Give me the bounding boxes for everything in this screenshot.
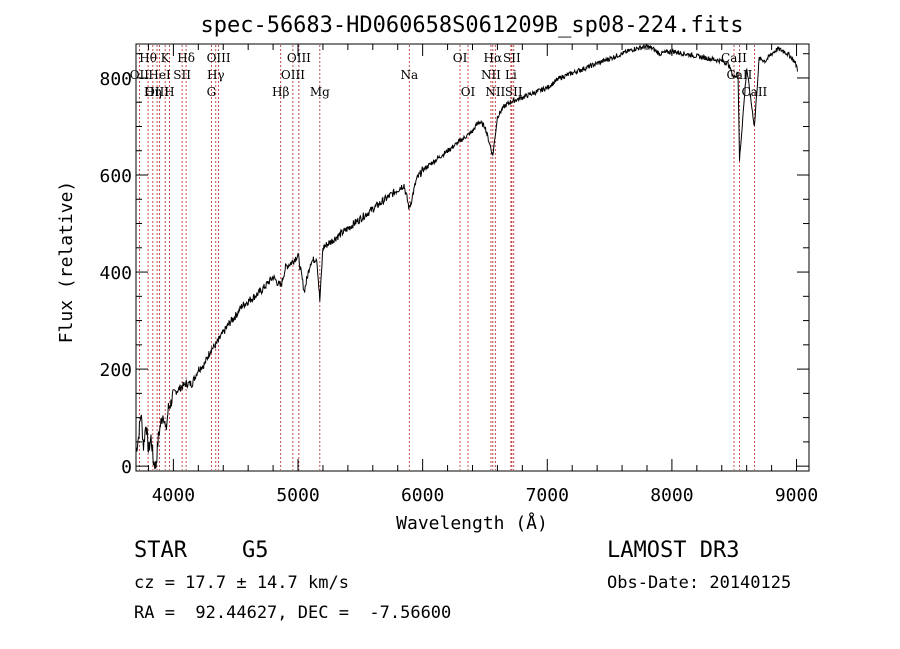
x-tick-label: 6000 <box>401 485 444 506</box>
spectral-line-label: G <box>207 85 217 99</box>
y-tick-label: 600 <box>99 166 132 187</box>
spectral-line-label: Hθ <box>139 51 157 65</box>
y-tick-label: 400 <box>99 263 132 284</box>
ra-dec: RA = 92.44627, DEC = -7.56600 <box>134 603 452 623</box>
y-tick-label: 800 <box>99 69 132 90</box>
x-tick-label: 5000 <box>276 485 319 506</box>
spectral-line-label: Hγ <box>207 68 225 82</box>
spectral-line-label: Hα <box>484 51 503 65</box>
spectral-line-label: Na <box>400 68 418 82</box>
spectral-line-label: Hη <box>144 85 162 99</box>
y-tick-label: 200 <box>99 360 132 381</box>
spectral-line-markers <box>138 45 755 470</box>
x-tick-label: 4000 <box>152 485 195 506</box>
spectral-line-label: K <box>161 51 171 65</box>
spectral-line-label: H <box>164 85 174 99</box>
y-axis-label: Flux (relative) <box>56 181 77 344</box>
spectral-line-label: OIII <box>287 51 311 65</box>
survey-name: LAMOST DR3 <box>607 538 740 563</box>
x-axis-label: Wavelength (Å) <box>396 512 548 534</box>
x-tick-label: 9000 <box>775 485 818 506</box>
spectral-line-label: OI <box>453 51 468 65</box>
redshift-cz: cz = 17.7 ± 14.7 km/s <box>134 573 349 593</box>
plot-frame <box>135 43 810 472</box>
spectral-line-label: OIII <box>281 68 305 82</box>
x-tick-label: 8000 <box>650 485 693 506</box>
spectral-line-label: OIII <box>145 85 169 99</box>
y-tick-label: 0 <box>121 457 132 478</box>
spectral-line-label: SII <box>173 68 191 82</box>
flux-series-line <box>135 42 799 470</box>
spectral-line-label: OII <box>130 68 150 82</box>
spectral-line-label: Hδ <box>177 51 195 65</box>
object-class: STAR <box>134 538 187 563</box>
spectral-line-label: CaII <box>741 85 767 99</box>
spectral-line-label: OI <box>461 85 476 99</box>
spectral-line-label: SII <box>503 51 521 65</box>
spectral-line-label: Hβ <box>272 85 289 99</box>
chart-title: spec-56683-HD060658S061209B_sp08-224.fit… <box>200 13 743 38</box>
object-subclass: G5 <box>242 538 269 563</box>
spectral-line-labels: Hθ OII OIII K H HeI Hη SII Hδ OIII Hγ G OIII OIII Hβ Mg… <box>130 51 768 99</box>
spectral-line-label: SII <box>505 85 523 99</box>
spectral-line-label: OIII <box>207 51 231 65</box>
x-tick-label: 7000 <box>526 485 569 506</box>
spectral-line-label: Mg <box>310 85 330 99</box>
axis-ticks: 4000 5000 6000 7000 8000 9000 0 200 400 600 800 <box>99 44 818 506</box>
spectral-line-label: HeI <box>148 68 171 82</box>
spectral-line-label: Li <box>505 68 517 82</box>
observation-date: Obs-Date: 20140125 <box>607 573 792 593</box>
spectral-line-label: NII <box>485 85 505 99</box>
spectral-line-label: NII <box>481 68 501 82</box>
